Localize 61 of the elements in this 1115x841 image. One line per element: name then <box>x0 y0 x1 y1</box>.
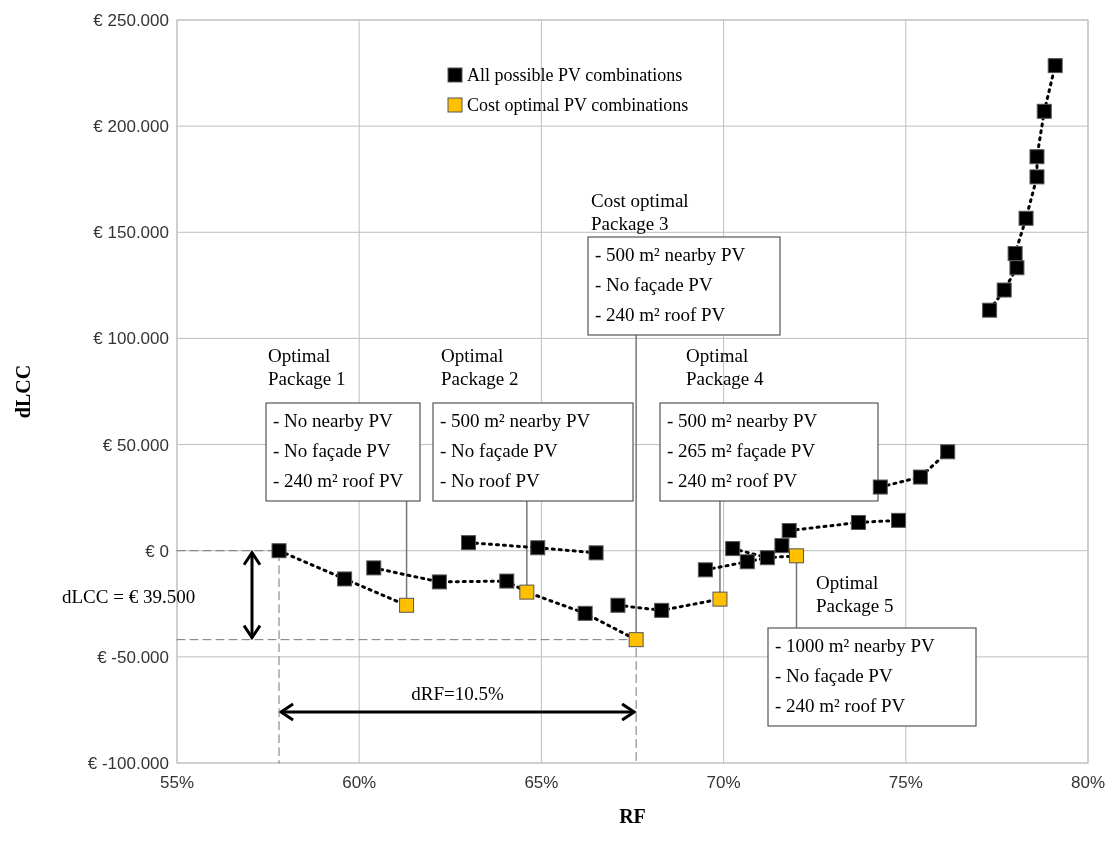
point <box>366 560 382 576</box>
y-tick-label: € -50.000 <box>97 647 169 667</box>
point <box>628 632 644 648</box>
point <box>1009 260 1025 276</box>
legend-label: Cost optimal PV combinations <box>467 95 689 115</box>
point <box>271 543 287 559</box>
x-tick-label: 60% <box>342 773 377 792</box>
x-tick-label: 70% <box>706 773 741 792</box>
point <box>577 605 593 621</box>
point <box>1029 149 1045 165</box>
point <box>940 444 956 460</box>
point <box>337 571 353 587</box>
annotation: dLCC = € 39.500 <box>62 586 196 607</box>
point <box>912 469 928 485</box>
point <box>654 602 670 618</box>
y-tick-label: € 0 <box>145 541 169 561</box>
point <box>610 597 626 613</box>
point <box>1007 246 1023 262</box>
y-tick-label: € 200.000 <box>93 117 169 137</box>
point <box>1047 58 1063 74</box>
y-tick-label: € 150.000 <box>93 223 169 243</box>
point <box>872 479 888 495</box>
point <box>530 540 546 556</box>
point <box>697 562 713 578</box>
legend-label: All possible PV combinations <box>467 65 683 85</box>
annotation: Optimal Package 2 - 500 m² nearby PV - No façade PV - No roof PV <box>440 345 595 491</box>
point <box>588 545 604 561</box>
point <box>1036 103 1052 119</box>
x-axis-title: RF <box>619 805 646 827</box>
y-tick-label: € 250.000 <box>93 11 169 30</box>
y-tick-label: € -100.000 <box>87 754 169 773</box>
annotation: dRF=10.5% <box>411 683 505 704</box>
point <box>519 584 535 600</box>
point <box>712 591 728 607</box>
point <box>1029 169 1045 185</box>
y-tick-label: € 100.000 <box>93 329 169 349</box>
point <box>774 538 790 554</box>
point <box>781 523 797 539</box>
annotation: Cost optimal Package 3 - 500 m² nearby PV - No façade PV - 240 m² roof PV <box>591 190 750 325</box>
point <box>1018 210 1034 226</box>
point <box>739 554 755 570</box>
point <box>499 573 515 589</box>
point <box>850 514 866 530</box>
annotation: Optimal Package 4 - 500 m² nearby PV - 265 m² façade PV - 240 m² roof PV <box>667 345 822 491</box>
annotation: Optimal Package 1 - No nearby PV - No façade PV - 240 m² roof PV <box>268 345 404 491</box>
annotation: Optimal Package 5 - 1000 m² nearby PV - No façade PV - 240 m² roof PV <box>775 572 940 716</box>
y-tick-label: € 50.000 <box>102 435 169 455</box>
point <box>996 282 1012 298</box>
point <box>759 550 775 566</box>
x-tick-label: 65% <box>524 773 559 792</box>
point <box>399 597 415 613</box>
point <box>461 535 477 551</box>
point <box>788 548 804 564</box>
point <box>431 574 447 590</box>
x-tick-label: 55% <box>159 773 195 792</box>
point <box>891 512 907 528</box>
x-tick-label: 75% <box>888 773 923 792</box>
point <box>725 541 741 557</box>
y-axis-title: dLCC <box>12 364 34 419</box>
point <box>982 302 998 318</box>
x-tick-label: 80% <box>1070 773 1106 792</box>
